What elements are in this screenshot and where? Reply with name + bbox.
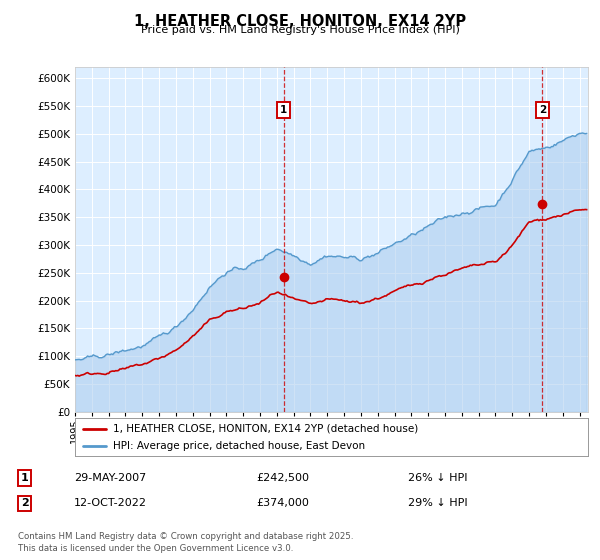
- Text: 29% ↓ HPI: 29% ↓ HPI: [409, 498, 468, 508]
- Text: £242,500: £242,500: [256, 473, 309, 483]
- Text: 1, HEATHER CLOSE, HONITON, EX14 2YP: 1, HEATHER CLOSE, HONITON, EX14 2YP: [134, 14, 466, 29]
- Text: Price paid vs. HM Land Registry's House Price Index (HPI): Price paid vs. HM Land Registry's House …: [140, 25, 460, 35]
- Text: Contains HM Land Registry data © Crown copyright and database right 2025.
This d: Contains HM Land Registry data © Crown c…: [18, 532, 353, 553]
- Text: 2: 2: [21, 498, 29, 508]
- Text: 12-OCT-2022: 12-OCT-2022: [73, 498, 146, 508]
- Text: 1: 1: [21, 473, 29, 483]
- Text: 1: 1: [280, 105, 287, 115]
- Text: 1, HEATHER CLOSE, HONITON, EX14 2YP (detached house): 1, HEATHER CLOSE, HONITON, EX14 2YP (det…: [113, 423, 419, 433]
- Text: 26% ↓ HPI: 26% ↓ HPI: [409, 473, 468, 483]
- Text: HPI: Average price, detached house, East Devon: HPI: Average price, detached house, East…: [113, 441, 365, 451]
- Text: £374,000: £374,000: [256, 498, 309, 508]
- Text: 29-MAY-2007: 29-MAY-2007: [74, 473, 146, 483]
- Text: 2: 2: [539, 105, 546, 115]
